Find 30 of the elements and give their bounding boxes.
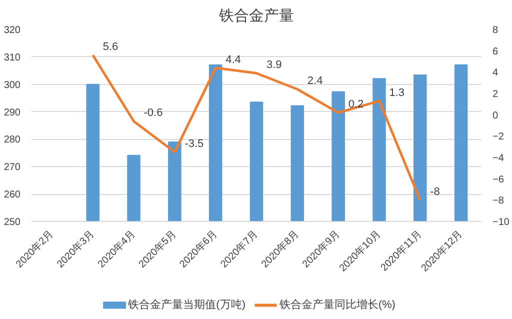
y-tick-label: 320	[4, 25, 21, 36]
line-series	[92, 54, 422, 202]
y2-tick-label: −4	[492, 153, 504, 164]
y2-tick-label: 0	[492, 110, 498, 122]
y-tick-label: 300	[4, 80, 21, 91]
y2-tick-label: −2	[492, 132, 504, 143]
data-label: 2.4	[307, 75, 323, 88]
chart-title: 铁合金产量	[218, 8, 294, 24]
y-tick-label: 250	[4, 217, 21, 228]
data-label: 4.4	[226, 54, 241, 66]
y-tick-label: 290	[4, 107, 21, 118]
legend-label: 铁合金产量当期值(万吨)	[127, 298, 246, 312]
y-tick-label: 270	[4, 162, 21, 174]
y2-tick-label: 6	[492, 46, 498, 58]
y-tick-label: 310	[4, 52, 21, 64]
legend-label: 铁合金产量同比增长(%)	[278, 298, 396, 312]
y-tick-label: 280	[4, 134, 21, 146]
y2-tick-label: −6	[492, 174, 504, 186]
y-tick-label: 260	[4, 190, 21, 201]
y2-tick-label: 2	[492, 89, 498, 100]
y2-tick-label: 4	[492, 68, 498, 79]
y2-tick-label: −10	[492, 217, 510, 228]
y2-tick-label: 8	[492, 25, 498, 36]
data-label: 1.3	[389, 86, 405, 99]
y2-tick-label: −8	[492, 196, 504, 207]
data-label: 3.9	[266, 59, 282, 72]
data-label: -8	[430, 186, 440, 198]
data-label: -3.5	[184, 138, 204, 150]
data-label: -0.6	[144, 107, 163, 120]
data-label: 5.6	[102, 41, 118, 54]
